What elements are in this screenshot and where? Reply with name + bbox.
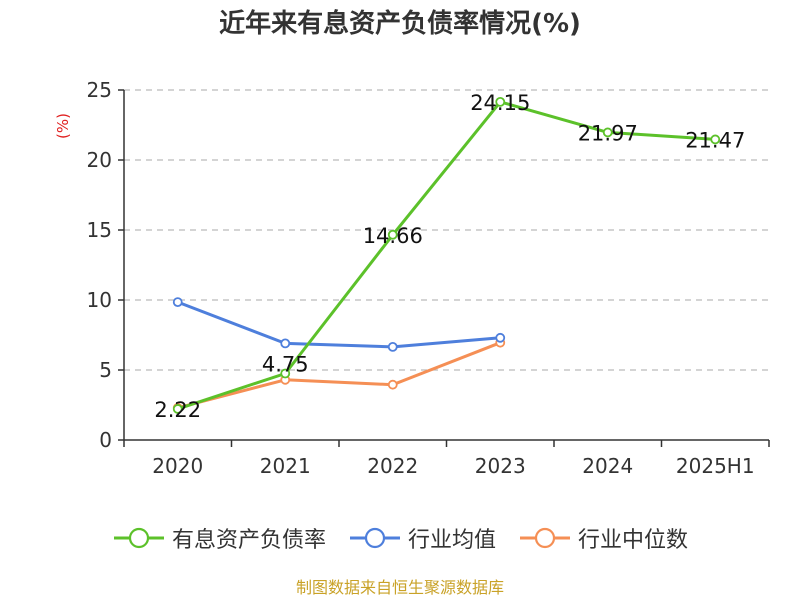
- data-point[interactable]: [387, 379, 398, 390]
- axes: [118, 89, 770, 447]
- x-tick-label: 2023: [475, 454, 526, 478]
- legend-item-2[interactable]: 行业中位数: [518, 522, 688, 554]
- y-tick-labels: 0 5 10 15 20 25: [87, 78, 112, 452]
- y-tick-label: 20: [87, 148, 112, 172]
- data-label: 21.97: [578, 121, 638, 145]
- legend-marker-icon: [113, 527, 164, 549]
- data-point[interactable]: [172, 404, 183, 414]
- data-point[interactable]: [280, 368, 291, 379]
- data-point[interactable]: [602, 127, 613, 138]
- legend-label: 有息资产负债率: [171, 528, 326, 553]
- chart-title: 近年来有息资产负债率情况(%): [219, 9, 581, 39]
- series-lines: [172, 97, 721, 414]
- data-label: 4.75: [262, 353, 309, 377]
- legend-label: 行业中位数: [578, 528, 689, 553]
- data-label: 21.47: [685, 128, 745, 152]
- source-note: 制图数据来自恒生聚源数据库: [295, 578, 504, 597]
- legend-item-0[interactable]: 有息资产负债率: [112, 522, 326, 554]
- series-line-0: [177, 100, 716, 411]
- grid-lines: [124, 89, 769, 371]
- data-point[interactable]: [710, 134, 721, 145]
- y-tick-label: 15: [87, 218, 112, 242]
- y-tick-label: 0: [99, 428, 112, 452]
- x-tick-label: 2024: [582, 454, 633, 478]
- data-label: 2.22: [154, 398, 201, 422]
- x-tick-label: 2025H1: [676, 454, 755, 478]
- data-point[interactable]: [495, 97, 506, 107]
- data-label: 24.15: [470, 91, 530, 115]
- x-tick-label: 2020: [152, 454, 203, 478]
- series-line-2: [177, 341, 501, 410]
- data-point[interactable]: [280, 338, 291, 349]
- y-tick-label: 10: [87, 288, 112, 312]
- data-point[interactable]: [387, 341, 398, 352]
- data-point[interactable]: [387, 229, 398, 240]
- legend-marker-icon: [349, 527, 400, 549]
- y-tick-label: 25: [87, 78, 112, 102]
- x-tick-label: 2022: [367, 454, 418, 478]
- data-point[interactable]: [495, 332, 506, 343]
- legend-item-1[interactable]: 行业均值: [348, 522, 496, 554]
- data-labels: 2.22 4.75 14.66 24.15 21.97 21.47: [154, 91, 745, 422]
- legend-label: 行业均值: [407, 528, 496, 553]
- legend: 有息资产负债率 行业均值 行业中位数: [0, 518, 800, 558]
- x-tick-label: 2021: [260, 454, 311, 478]
- data-point[interactable]: [172, 297, 183, 308]
- x-tick-labels: 2020 2021 2022 2023 2024 2025H1: [152, 454, 754, 478]
- series-line-1: [177, 300, 501, 349]
- legend-marker-icon: [520, 527, 570, 549]
- y-axis-unit-label: (%): [54, 113, 72, 139]
- y-tick-label: 5: [99, 358, 112, 382]
- data-label: 14.66: [363, 224, 423, 248]
